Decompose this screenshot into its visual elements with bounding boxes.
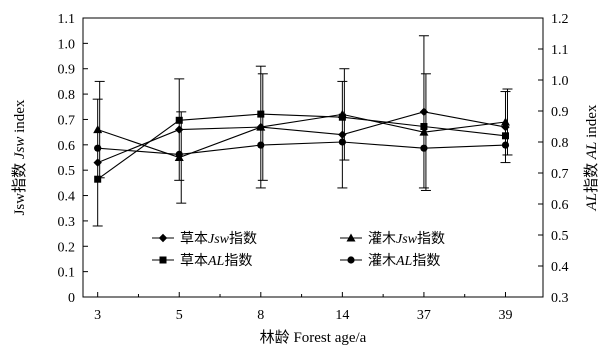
- series-2: [94, 110, 509, 183]
- data-point-circle: [347, 256, 355, 264]
- data-point-triangle: [256, 122, 266, 131]
- right-tick-label: 0.6: [551, 198, 569, 213]
- data-point-diamond: [158, 233, 168, 243]
- data-point-triangle: [346, 233, 356, 242]
- data-point-square: [257, 110, 265, 118]
- legend-item-2: 草本AL指数: [152, 253, 252, 269]
- left-tick-label: 0.4: [58, 190, 76, 205]
- data-point-triangle: [500, 117, 510, 126]
- series-line: [97, 113, 506, 180]
- left-axis-label: Jsw指数 Jsw index: [11, 99, 28, 215]
- left-tick-label: 1.1: [58, 12, 76, 27]
- data-point-square: [338, 113, 346, 121]
- data-point-diamond: [93, 158, 102, 167]
- right-tick-label: 0.4: [551, 260, 569, 275]
- right-axis-label: AL指数 AL index: [583, 104, 600, 211]
- data-point-circle: [175, 150, 183, 158]
- right-tick-label: 0.7: [551, 167, 569, 182]
- data-point-triangle: [419, 127, 429, 136]
- right-tick-label: 1.0: [551, 74, 569, 89]
- data-point-circle: [94, 144, 102, 152]
- data-point-square: [94, 175, 102, 183]
- series-layer: [92, 35, 513, 227]
- right-tick-label: 0.5: [551, 229, 569, 244]
- x-axis-label: 林龄 Forest age/a: [260, 329, 367, 346]
- right-tick-label: 0.8: [551, 136, 569, 151]
- x-tick-label: 3: [94, 308, 101, 323]
- x-tick-label: 14: [335, 308, 349, 323]
- x-tick-label: 8: [257, 308, 264, 323]
- data-point-circle: [338, 138, 346, 146]
- left-tick-label: 0: [68, 291, 75, 306]
- right-tick-label: 0.9: [551, 105, 569, 120]
- left-tick-label: 0.2: [58, 240, 76, 255]
- left-tick-label: 1.0: [58, 37, 76, 52]
- series-0: [92, 35, 511, 227]
- left-tick-label: 0.5: [58, 164, 76, 179]
- series-3: [94, 138, 510, 158]
- left-tick-label: 0.1: [58, 266, 76, 281]
- x-tick-label: 37: [417, 308, 431, 323]
- legend-item-0: 草本Jsw指数: [152, 231, 257, 247]
- data-point-circle: [501, 141, 510, 149]
- left-tick-label: 0.8: [58, 88, 76, 103]
- data-point-diamond: [419, 107, 429, 117]
- legend-item-3: 灌木AL指数: [340, 253, 440, 269]
- axis-labels: 林龄 Forest age/a Jsw指数 Jsw index AL指数 AL in…: [11, 99, 600, 346]
- series-1: [93, 68, 513, 204]
- right-tick-label: 1.1: [551, 43, 569, 58]
- data-point-square: [501, 132, 509, 140]
- legend-label: 草本AL指数: [180, 253, 252, 269]
- series-line: [97, 111, 506, 164]
- data-point-circle: [257, 141, 265, 149]
- data-point-square: [420, 123, 428, 130]
- left-tick-label: 0.6: [58, 139, 76, 154]
- left-tick-label: 0.9: [58, 63, 76, 78]
- data-point-diamond: [338, 130, 347, 139]
- data-point-square: [175, 116, 183, 124]
- legend-label: 草本Jsw指数: [180, 231, 257, 247]
- x-tick-label: 39: [498, 308, 512, 323]
- axes: 0 0.1 0.2 0.3 0.4 0.5 0.6 0.7 0.8 0.9 1.0 1.1 0.3 0.4…: [58, 12, 569, 323]
- legend-item-1: 灌木Jsw指数: [340, 231, 445, 247]
- data-point-diamond: [175, 125, 184, 134]
- data-point-triangle: [93, 125, 103, 134]
- plot-frame: [82, 17, 544, 298]
- series-line: [97, 113, 506, 159]
- left-tick-label: 0.3: [58, 215, 76, 230]
- series-line: [97, 141, 506, 155]
- right-tick-label: 0.3: [551, 291, 569, 306]
- x-tick-label: 5: [176, 308, 183, 323]
- legend-label: 灌木AL指数: [368, 253, 440, 269]
- right-tick-label: 1.2: [551, 12, 569, 27]
- data-point-circle: [420, 144, 428, 152]
- data-point-square: [159, 256, 167, 264]
- left-tick-label: 0.7: [58, 113, 76, 128]
- legend-label: 灌木Jsw指数: [368, 231, 445, 247]
